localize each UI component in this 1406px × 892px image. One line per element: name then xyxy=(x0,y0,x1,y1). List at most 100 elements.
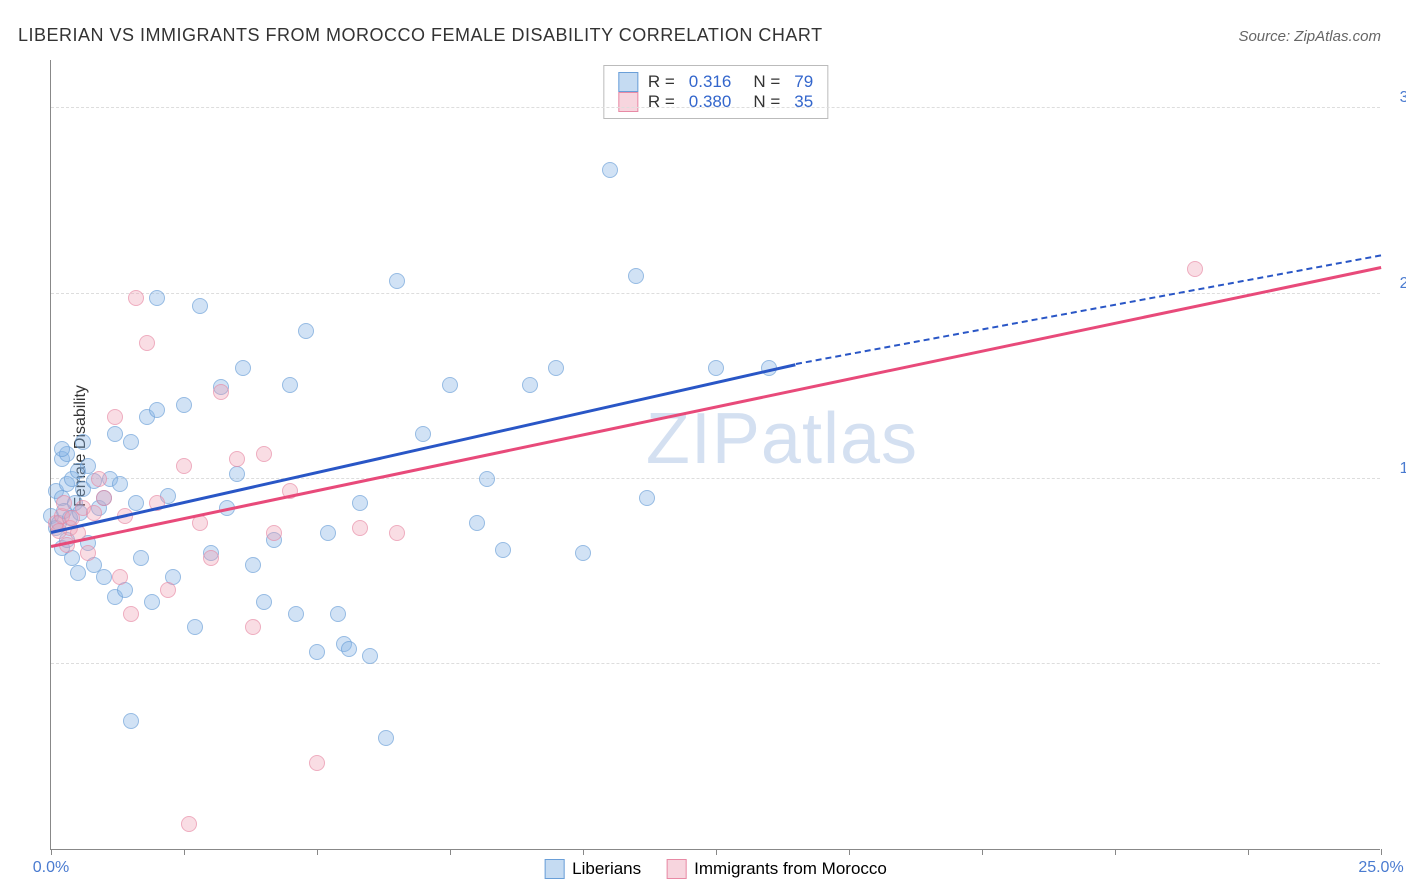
legend-swatch xyxy=(618,92,638,112)
data-point xyxy=(176,458,192,474)
correlation-legend: R = 0.316 N = 79 R = 0.380 N = 35 xyxy=(603,65,828,119)
x-tick-label: 25.0% xyxy=(1358,859,1403,877)
y-tick-label: 30.0% xyxy=(1400,89,1406,107)
data-point xyxy=(192,515,208,531)
legend-label: Liberians xyxy=(572,859,641,879)
legend-item: Liberians xyxy=(544,859,641,879)
data-point xyxy=(139,335,155,351)
source-label: Source: ZipAtlas.com xyxy=(1238,28,1381,45)
data-point xyxy=(309,644,325,660)
data-point xyxy=(575,545,591,561)
data-point xyxy=(181,816,197,832)
data-point xyxy=(192,298,208,314)
x-tick xyxy=(1248,849,1249,855)
data-point xyxy=(80,545,96,561)
data-point xyxy=(378,730,394,746)
x-tick xyxy=(184,849,185,855)
data-point xyxy=(389,525,405,541)
x-tick xyxy=(583,849,584,855)
data-point xyxy=(415,426,431,442)
data-point xyxy=(112,569,128,585)
data-point xyxy=(389,273,405,289)
data-point xyxy=(123,713,139,729)
data-point xyxy=(107,409,123,425)
data-point xyxy=(479,471,495,487)
trend-line xyxy=(796,255,1382,366)
data-point xyxy=(123,606,139,622)
data-point xyxy=(362,648,378,664)
legend-n-label: N = xyxy=(753,72,780,92)
data-point xyxy=(203,550,219,566)
data-point xyxy=(70,565,86,581)
legend-r-label: R = xyxy=(648,92,675,112)
data-point xyxy=(495,542,511,558)
data-point xyxy=(469,515,485,531)
data-point xyxy=(149,290,165,306)
data-point xyxy=(149,402,165,418)
legend-n-label: N = xyxy=(753,92,780,112)
data-point xyxy=(75,434,91,450)
x-tick xyxy=(716,849,717,855)
legend-row: R = 0.380 N = 35 xyxy=(618,92,813,112)
legend-r-label: R = xyxy=(648,72,675,92)
data-point xyxy=(628,268,644,284)
x-tick xyxy=(317,849,318,855)
data-point xyxy=(442,377,458,393)
data-point xyxy=(245,557,261,573)
y-tick-label: 15.0% xyxy=(1400,460,1406,478)
legend-swatch xyxy=(666,859,686,879)
data-point xyxy=(107,426,123,442)
data-point xyxy=(229,451,245,467)
legend-n-value: 35 xyxy=(794,92,813,112)
trend-line xyxy=(51,266,1382,547)
data-point xyxy=(112,476,128,492)
data-point xyxy=(282,377,298,393)
data-point xyxy=(96,569,112,585)
legend-row: R = 0.316 N = 79 xyxy=(618,72,813,92)
data-point xyxy=(288,606,304,622)
data-point xyxy=(256,446,272,462)
legend-r-value: 0.380 xyxy=(689,92,732,112)
legend-item: Immigrants from Morocco xyxy=(666,859,887,879)
data-point xyxy=(256,594,272,610)
data-point xyxy=(708,360,724,376)
data-point xyxy=(639,490,655,506)
data-point xyxy=(56,495,72,511)
data-point xyxy=(602,162,618,178)
legend-n-value: 79 xyxy=(794,72,813,92)
x-tick xyxy=(1381,849,1382,855)
legend-swatch xyxy=(618,72,638,92)
data-point xyxy=(133,550,149,566)
data-point xyxy=(309,755,325,771)
legend-label: Immigrants from Morocco xyxy=(694,859,887,879)
data-point xyxy=(522,377,538,393)
gridline xyxy=(51,478,1380,479)
data-point xyxy=(176,397,192,413)
data-point xyxy=(54,441,70,457)
data-point xyxy=(352,495,368,511)
chart-title: LIBERIAN VS IMMIGRANTS FROM MOROCCO FEMA… xyxy=(18,25,823,46)
data-point xyxy=(1187,261,1203,277)
data-point xyxy=(160,582,176,598)
watermark-text: ZIPatlas xyxy=(646,398,918,480)
data-point xyxy=(123,434,139,450)
data-point xyxy=(144,594,160,610)
legend-r-value: 0.316 xyxy=(689,72,732,92)
data-point xyxy=(86,505,102,521)
gridline xyxy=(51,663,1380,664)
series-legend: Liberians Immigrants from Morocco xyxy=(544,859,887,879)
x-tick xyxy=(1115,849,1116,855)
data-point xyxy=(266,525,282,541)
x-tick xyxy=(51,849,52,855)
chart-container: LIBERIAN VS IMMIGRANTS FROM MOROCCO FEMA… xyxy=(0,0,1406,892)
data-point xyxy=(91,471,107,487)
data-point xyxy=(548,360,564,376)
plot-area: ZIPatlas R =0.316N =79R =0.380N =35 Libe… xyxy=(50,60,1380,850)
data-point xyxy=(187,619,203,635)
legend-swatch xyxy=(544,859,564,879)
gridline xyxy=(51,107,1380,108)
data-point xyxy=(352,520,368,536)
x-tick xyxy=(849,849,850,855)
data-point xyxy=(245,619,261,635)
data-point xyxy=(235,360,251,376)
